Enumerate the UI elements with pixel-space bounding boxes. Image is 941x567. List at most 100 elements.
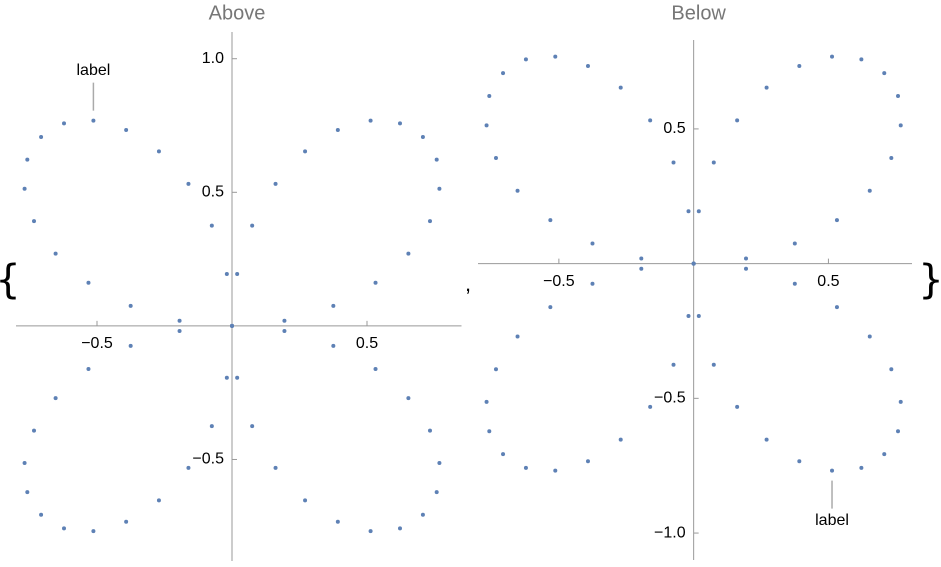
point [896, 429, 901, 434]
y-tick-label: 0.5 [663, 120, 685, 137]
point [590, 281, 595, 286]
point [585, 64, 590, 69]
y-tick-label: 1.0 [202, 50, 224, 67]
point [427, 219, 432, 224]
point [671, 160, 676, 165]
point [420, 134, 425, 139]
point [889, 367, 894, 372]
point [523, 465, 528, 470]
point [177, 328, 182, 333]
list-close: } [918, 257, 941, 303]
point [91, 118, 96, 123]
point [224, 272, 229, 277]
point [32, 219, 37, 224]
point [368, 529, 373, 534]
point [515, 188, 520, 193]
point [224, 375, 229, 380]
point [711, 362, 716, 367]
point [859, 465, 864, 470]
point [39, 134, 44, 139]
point [235, 375, 240, 380]
point [867, 188, 872, 193]
point [437, 186, 442, 191]
point [397, 121, 402, 126]
point [156, 498, 161, 503]
point [91, 529, 96, 534]
point [124, 127, 129, 132]
point [209, 223, 214, 228]
point [335, 127, 340, 132]
list-separator: , [465, 271, 471, 296]
point [501, 452, 506, 457]
point [368, 118, 373, 123]
point [797, 64, 802, 69]
chart-title: Above [209, 2, 266, 24]
point [128, 343, 133, 348]
point [25, 157, 30, 162]
point [156, 149, 161, 154]
point [792, 241, 797, 246]
point [834, 218, 839, 223]
point [177, 318, 182, 323]
point [406, 251, 411, 256]
point [792, 281, 797, 286]
point [53, 251, 58, 256]
point [735, 118, 740, 123]
point [735, 404, 740, 409]
point [282, 328, 287, 333]
point [434, 490, 439, 495]
point [273, 465, 278, 470]
point [22, 186, 27, 191]
point [764, 85, 769, 90]
point [406, 396, 411, 401]
point [235, 272, 240, 277]
point [553, 54, 558, 59]
point [882, 71, 887, 76]
point [898, 123, 903, 128]
point [335, 519, 340, 524]
point [493, 367, 498, 372]
point [250, 223, 255, 228]
point [696, 313, 701, 318]
point [618, 85, 623, 90]
point [250, 424, 255, 429]
point [397, 526, 402, 531]
point [437, 461, 442, 466]
point [331, 343, 336, 348]
point [639, 266, 644, 271]
point [618, 437, 623, 442]
point [590, 241, 595, 246]
point [484, 123, 489, 128]
x-tick-label: −0.5 [81, 335, 113, 352]
point [859, 57, 864, 62]
point [686, 209, 691, 214]
point [898, 399, 903, 404]
annotation-label: label [77, 62, 111, 79]
point [501, 71, 506, 76]
point [523, 57, 528, 62]
y-tick-label: 0.5 [202, 184, 224, 201]
point [128, 303, 133, 308]
point [834, 305, 839, 310]
point [744, 266, 749, 271]
point [186, 465, 191, 470]
point [303, 498, 308, 503]
point [373, 280, 378, 285]
point [648, 118, 653, 123]
point [764, 437, 769, 442]
point [671, 362, 676, 367]
annotation-label: label [815, 512, 849, 529]
point [373, 366, 378, 371]
point [515, 334, 520, 339]
point [553, 468, 558, 473]
x-tick-label: 0.5 [817, 273, 839, 290]
point [427, 428, 432, 433]
point [186, 181, 191, 186]
point [331, 303, 336, 308]
point [209, 424, 214, 429]
chart-title: Below [671, 2, 726, 24]
point [303, 149, 308, 154]
point [62, 121, 67, 126]
point [711, 160, 716, 165]
